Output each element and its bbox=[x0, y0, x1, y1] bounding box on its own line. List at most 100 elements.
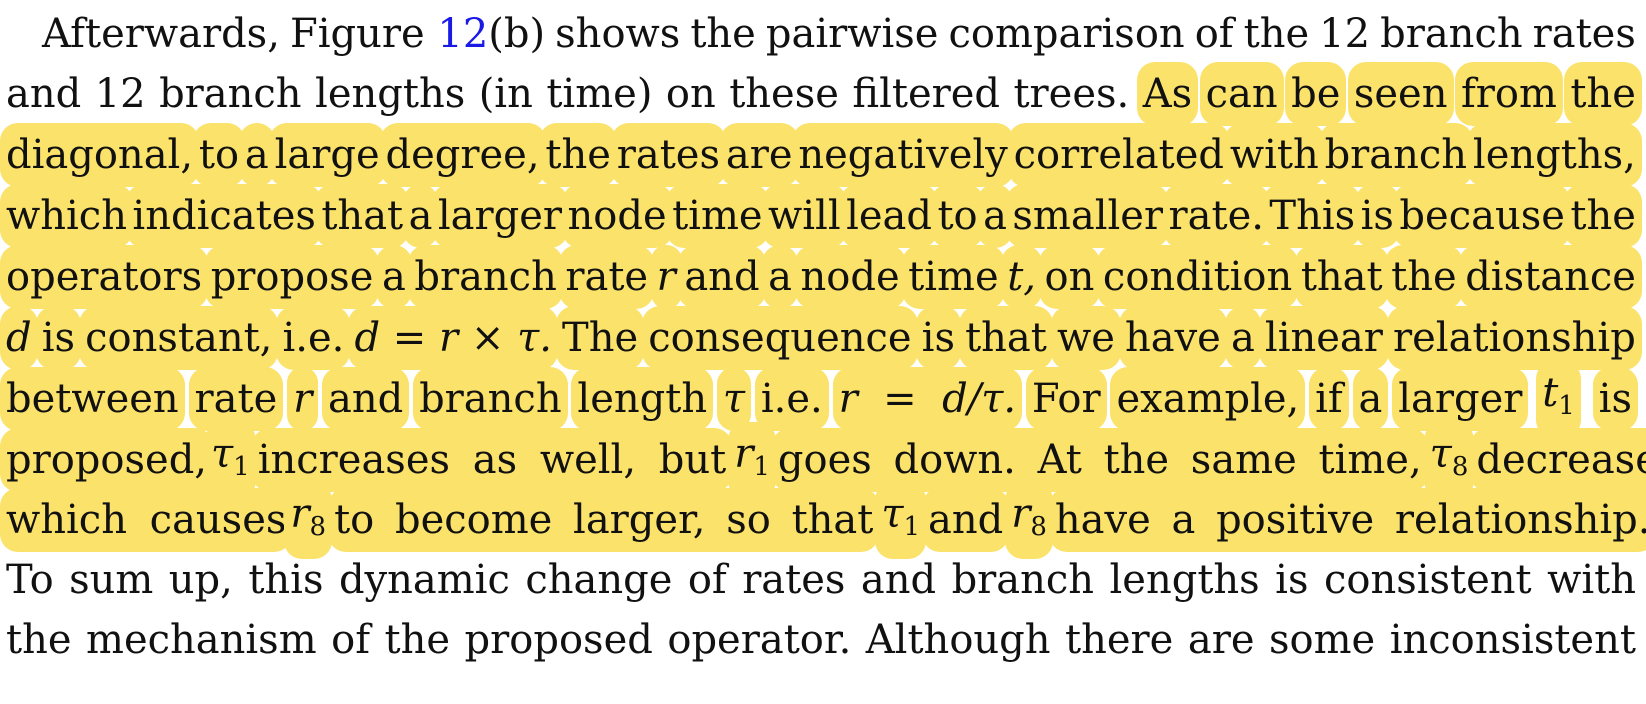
word: sum bbox=[69, 557, 154, 603]
highlighted-phrase: which causes bbox=[0, 488, 293, 552]
word: and bbox=[860, 557, 937, 603]
highlighted-phrase: have a positive relationship. bbox=[1048, 488, 1646, 552]
highlighted-word: diagonal, bbox=[0, 123, 200, 187]
highlighted-word: is bbox=[1354, 184, 1400, 248]
word: (in bbox=[478, 71, 533, 117]
highlighted-word: rate bbox=[188, 367, 284, 431]
math-symbol: d bbox=[0, 306, 38, 370]
highlighted-word: branch bbox=[413, 367, 568, 431]
highlighted-word: larger bbox=[1392, 367, 1529, 431]
highlighted-word: a bbox=[1352, 367, 1389, 431]
word: there bbox=[1065, 617, 1174, 663]
highlighted-word: seen bbox=[1347, 62, 1454, 126]
highlighted-word: and bbox=[322, 367, 410, 431]
highlighted-word: be bbox=[1285, 62, 1347, 126]
word: the bbox=[384, 617, 451, 663]
math-equation: d = r × τ. bbox=[348, 306, 558, 370]
word: proposed bbox=[464, 617, 653, 663]
word: trees. bbox=[1013, 71, 1130, 117]
word: dynamic bbox=[338, 557, 510, 603]
figure-link[interactable]: 12 bbox=[437, 11, 489, 57]
math-symbol: τ bbox=[716, 367, 752, 431]
math-symbol: r8 bbox=[284, 481, 333, 559]
math-equation: r = d/τ. bbox=[832, 367, 1023, 431]
word: lengths bbox=[315, 71, 466, 117]
highlighted-word: length bbox=[571, 367, 714, 431]
word: Although bbox=[865, 617, 1051, 663]
highlighted-word: from bbox=[1454, 62, 1563, 126]
word: branch bbox=[951, 557, 1095, 603]
highlighted-word: on bbox=[1038, 245, 1101, 309]
word: branch bbox=[159, 71, 302, 117]
math-symbol: r bbox=[287, 367, 319, 431]
highlighted-phrase: proposed, bbox=[0, 428, 214, 492]
word: comparison bbox=[948, 11, 1185, 57]
math-symbol: t, bbox=[1001, 245, 1042, 309]
word: time) bbox=[546, 71, 653, 117]
highlighted-word: operators bbox=[0, 245, 209, 309]
highlighted-word: that bbox=[1294, 245, 1389, 309]
highlighted-word: a bbox=[762, 245, 798, 309]
text-line-6: d is constant, i.e. d = r × τ. The conse… bbox=[0, 306, 1642, 370]
highlighted-word: As bbox=[1136, 62, 1199, 126]
word: operator. bbox=[667, 617, 852, 663]
highlighted-word: lengths, bbox=[1466, 123, 1642, 187]
highlighted-word: is bbox=[915, 306, 961, 370]
word: shows bbox=[555, 11, 681, 57]
word: rates bbox=[1532, 11, 1636, 57]
highlighted-word: rate bbox=[559, 245, 655, 309]
word: on bbox=[665, 71, 716, 117]
word: the bbox=[690, 11, 756, 57]
highlighted-word: propose bbox=[204, 245, 380, 309]
highlighted-word: a bbox=[1224, 306, 1261, 370]
highlighted-word: is bbox=[35, 306, 82, 370]
word: change bbox=[525, 557, 673, 603]
math-symbol: t1 bbox=[1536, 360, 1581, 438]
highlighted-word: to bbox=[192, 123, 246, 187]
math-symbol: τ1 bbox=[205, 421, 256, 499]
highlighted-phrase: goes down. At the same time, bbox=[771, 428, 1428, 492]
highlighted-word: larger bbox=[431, 184, 569, 248]
math-symbol: r1 bbox=[728, 421, 776, 499]
highlighted-word: degree, bbox=[379, 123, 546, 187]
highlighted-word: time bbox=[902, 245, 1005, 309]
highlighted-word: relationship bbox=[1387, 306, 1642, 370]
highlighted-word: consequence bbox=[642, 306, 918, 370]
highlighted-word: the bbox=[1564, 62, 1642, 126]
text-line-4: which indicates that a larger node time … bbox=[0, 184, 1642, 248]
highlighted-word: distance bbox=[1459, 245, 1642, 309]
highlighted-word: which bbox=[0, 184, 133, 248]
highlighted-word: the bbox=[1564, 184, 1642, 248]
math-symbol: r bbox=[650, 245, 682, 309]
highlighted-word: large bbox=[268, 123, 386, 187]
highlighted-word: For bbox=[1025, 367, 1107, 431]
text-line-2: and 12 branch lengths (in time) on these… bbox=[6, 62, 1642, 126]
highlighted-word: branch bbox=[408, 245, 563, 309]
highlighted-word: a bbox=[375, 245, 412, 309]
word: of bbox=[331, 617, 371, 663]
word: 12 bbox=[1319, 11, 1371, 57]
highlighted-word: linear bbox=[1258, 306, 1389, 370]
word: 12 bbox=[94, 71, 146, 117]
highlighted-word: node bbox=[561, 184, 673, 248]
highlighted-word: indicates bbox=[126, 184, 322, 248]
highlighted-word: decreases, bbox=[1470, 428, 1646, 492]
word: some bbox=[1268, 617, 1376, 663]
highlighted-word: correlated bbox=[1007, 123, 1230, 187]
highlighted-word: with bbox=[1223, 123, 1325, 187]
highlighted-word: example, bbox=[1110, 367, 1306, 431]
highlighted-word: have bbox=[1118, 306, 1227, 370]
word: To bbox=[6, 557, 54, 603]
text-line-1: Afterwards, Figure 12(b) shows the pairw… bbox=[42, 2, 1636, 66]
math-symbol: r8 bbox=[1005, 481, 1053, 559]
highlighted-word: and bbox=[922, 488, 1010, 552]
word: branch bbox=[1380, 11, 1523, 57]
text-line-7: between rate r and branch length τ i.e. … bbox=[0, 360, 1638, 438]
highlighted-word: because bbox=[1393, 184, 1571, 248]
highlighted-word: negatively bbox=[792, 123, 1014, 187]
highlighted-word: constant, bbox=[79, 306, 279, 370]
text-line-3: diagonal, to a large degree, the rates a… bbox=[0, 123, 1642, 187]
highlighted-word: we bbox=[1050, 306, 1121, 370]
highlighted-word: This bbox=[1263, 184, 1362, 248]
highlighted-word: are bbox=[719, 123, 799, 187]
